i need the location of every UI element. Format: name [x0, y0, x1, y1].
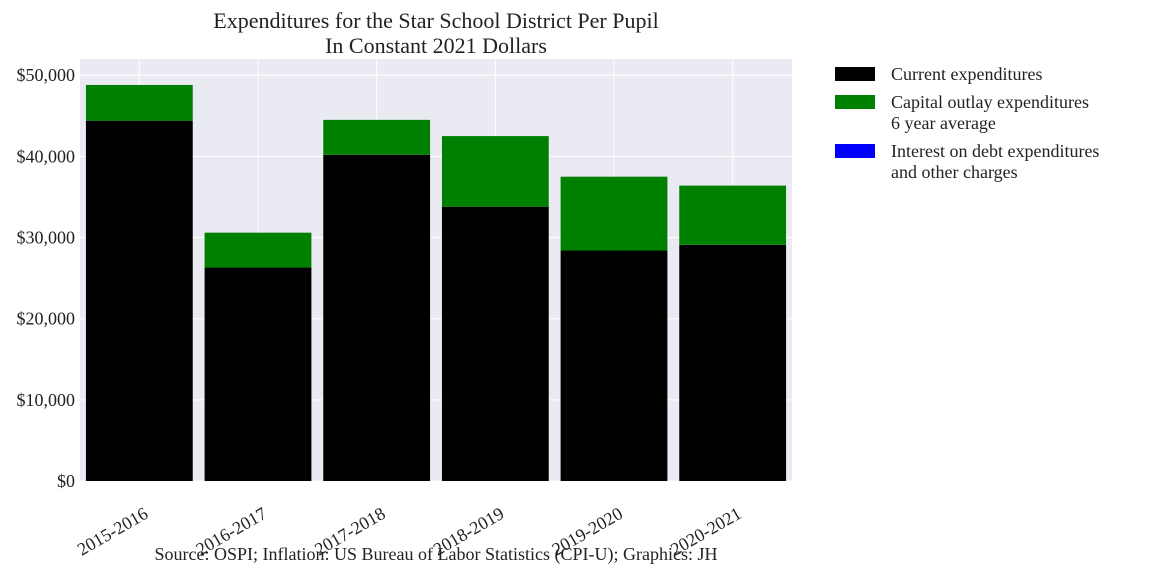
legend-label: Capital outlay expenditures 6 year averag…	[891, 92, 1089, 133]
bar-segment	[441, 136, 549, 207]
bar-segment	[560, 176, 668, 251]
y-tick-label: $40,000	[17, 146, 76, 166]
plot-background	[80, 59, 792, 481]
legend: Current expenditures Capital outlay expen…	[835, 64, 1099, 182]
y-tick-label: $20,000	[17, 309, 76, 329]
legend-swatch	[835, 67, 875, 81]
legend-label: Interest on debt expenditures and other c…	[891, 141, 1099, 182]
bar-segment	[85, 84, 193, 121]
bar-segment	[323, 154, 431, 481]
bar-segment	[679, 244, 787, 481]
legend-swatch	[835, 95, 875, 109]
legend-label: Current expenditures	[891, 64, 1042, 84]
bar-segment	[323, 119, 431, 155]
legend-swatch	[835, 144, 875, 158]
bar-segment	[204, 232, 312, 268]
y-tick-label: $0	[57, 471, 75, 491]
y-tick-label: $50,000	[17, 65, 76, 85]
y-tick-label: $10,000	[17, 390, 76, 410]
chart-title-line-2: In Constant 2021 Dollars	[325, 33, 547, 58]
bar-segment	[679, 185, 787, 245]
x-tick-label: 2015-2016	[74, 503, 152, 559]
plot-area: $0 $10,000 $20,000 $30,000 $40,000 $50,000 201…	[17, 59, 792, 559]
chart-title-line-1: Expenditures for the Star School Distric…	[213, 8, 658, 33]
bar-segment	[441, 206, 549, 481]
bar-segment	[85, 120, 193, 481]
y-tick-label: $30,000	[17, 228, 76, 248]
bar-segment	[204, 267, 312, 481]
source-note: Source: OSPI; Inflation: US Bureau of La…	[155, 544, 718, 565]
bar-segment	[560, 250, 668, 481]
